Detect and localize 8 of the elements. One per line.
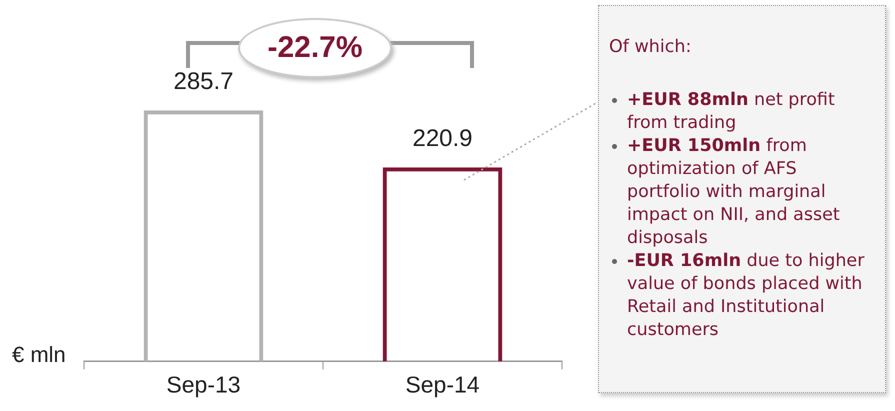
x-tick-label: Sep-13 bbox=[166, 372, 241, 398]
text: -EUR 16mln due to higher value of bonds placed with Retail and Institutional customers bbox=[627, 250, 866, 342]
text: Of which: bbox=[609, 36, 692, 59]
data-label: 285.7 bbox=[173, 68, 234, 96]
text: -22.7% bbox=[238, 18, 392, 78]
x-tick-label: Sep-14 bbox=[405, 372, 480, 398]
y-axis-title: € mln bbox=[12, 342, 66, 368]
data-label: 220.9 bbox=[412, 124, 473, 152]
